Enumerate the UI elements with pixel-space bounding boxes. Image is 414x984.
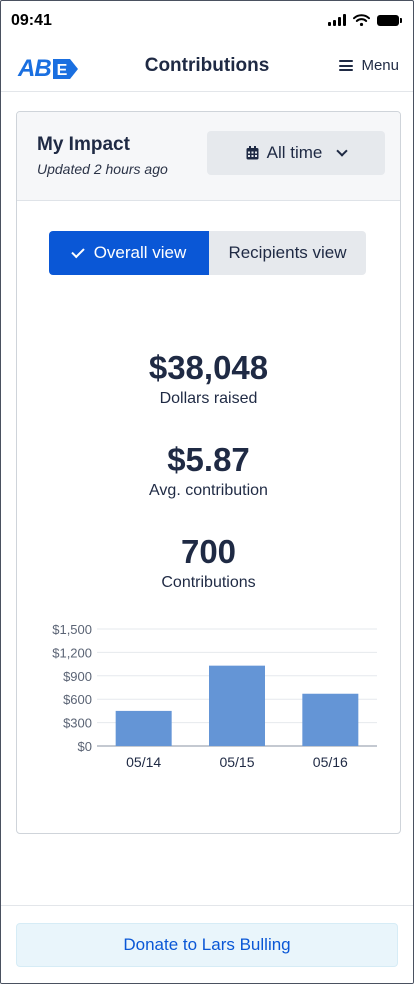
stat-avg-contribution: $5.87 Avg. contribution	[17, 442, 400, 500]
logo-mark-letter: E	[56, 62, 67, 79]
y-tick-label: $1,200	[52, 645, 92, 660]
logo-text: AB	[18, 55, 52, 82]
menu-button[interactable]: Menu	[339, 57, 399, 74]
chevron-down-icon	[336, 145, 349, 157]
recipients-view-button[interactable]: Recipients view	[209, 231, 366, 275]
bar	[209, 665, 265, 746]
impact-title: My Impact	[37, 134, 130, 155]
stat-value: $5.87	[167, 441, 250, 478]
stat-label: Contributions	[161, 574, 256, 591]
logo-mark: E	[52, 59, 78, 79]
y-tick-label: $600	[63, 692, 92, 707]
battery-icon	[377, 14, 402, 26]
date-range-label: All time	[266, 143, 323, 162]
stat-contributions: 700 Contributions	[17, 534, 400, 592]
date-range-dropdown[interactable]: All time	[207, 131, 385, 175]
stat-value: $38,048	[148, 349, 269, 386]
impact-card-header: My Impact Updated 2 hours ago All time	[17, 112, 400, 201]
updated-text: Updated 2 hours ago	[37, 161, 168, 177]
x-tick-label: 05/14	[126, 754, 161, 770]
logo[interactable]: AB E	[18, 55, 79, 83]
x-tick-label: 05/16	[313, 754, 348, 770]
stat-label: Dollars raised	[159, 390, 258, 407]
menu-label: Menu	[361, 57, 399, 74]
app-header: AB E Contributions Menu	[1, 41, 413, 92]
bar	[115, 710, 172, 746]
status-time: 09:41	[11, 12, 52, 29]
overall-view-label: Overall view	[93, 243, 187, 262]
stat-value: 700	[180, 533, 237, 570]
overall-view-button[interactable]: Overall view	[49, 231, 209, 275]
status-bar: 09:41	[1, 1, 413, 41]
check-icon	[70, 244, 85, 258]
donate-button[interactable]: Donate to Lars Bulling	[16, 923, 398, 967]
contributions-bar-chart: $0 $300 $600 $900 $1,200 $1,500 05/14 05/15 05/1…	[52, 622, 377, 770]
y-tick-label: $900	[63, 669, 92, 684]
stat-dollars-raised: $38,048 Dollars raised	[17, 350, 400, 408]
page-title: Contributions	[144, 55, 270, 76]
hamburger-icon	[339, 60, 354, 71]
footer: Donate to Lars Bulling	[1, 905, 413, 983]
status-icons	[328, 14, 402, 26]
recipients-view-label: Recipients view	[228, 243, 347, 262]
calendar-icon	[246, 146, 259, 160]
wifi-icon	[353, 14, 370, 26]
x-tick-label: 05/15	[219, 754, 254, 770]
y-tick-label: $0	[78, 739, 92, 754]
signal-icon	[328, 14, 346, 26]
y-tick-label: $300	[63, 716, 92, 731]
bar	[302, 693, 359, 746]
stat-label: Avg. contribution	[149, 482, 268, 499]
impact-card: My Impact Updated 2 hours ago All time	[16, 111, 401, 834]
y-tick-label: $1,500	[52, 622, 92, 637]
view-toggle: Overall view Recipients view	[49, 231, 366, 275]
